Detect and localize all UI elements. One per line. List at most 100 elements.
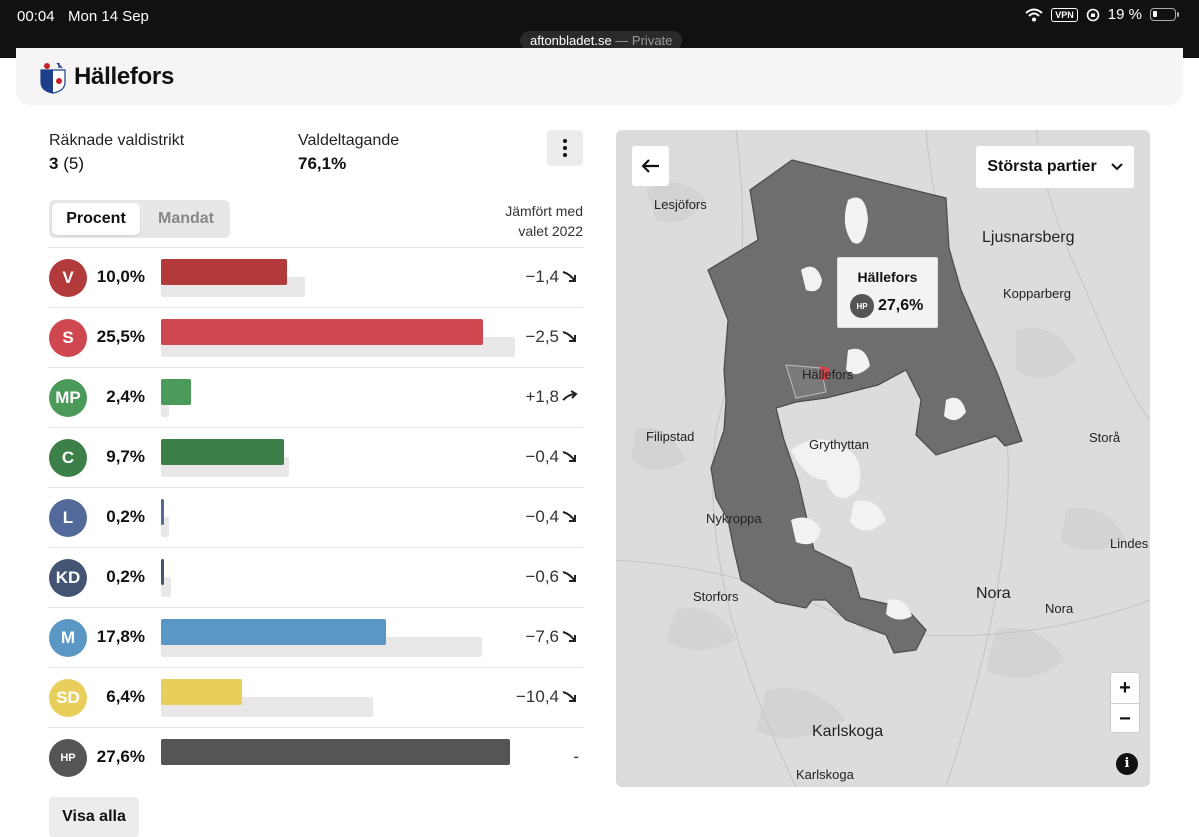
coat-of-arms-icon <box>40 62 66 94</box>
battery-icon <box>1150 8 1176 21</box>
party-badge: S <box>49 319 87 357</box>
party-percent: 9,7% <box>106 447 145 466</box>
zoom-controls: + − <box>1110 672 1140 733</box>
map-label-filipstad: Filipstad <box>646 429 695 444</box>
arrow-down-right-icon <box>562 511 576 522</box>
vpn-badge: VPN <box>1051 7 1078 22</box>
current-result-bar <box>161 439 284 465</box>
municipality-header <box>16 48 1183 105</box>
arrow-down-right-icon <box>562 691 576 702</box>
party-badge: KD <box>49 559 87 597</box>
map-label-lesjöfors: Lesjöfors <box>654 197 707 212</box>
previous-result-bar <box>161 397 169 417</box>
battery-percent: 19 % <box>1107 6 1142 23</box>
arrow-down-right-icon <box>562 331 576 342</box>
current-result-bar <box>161 739 510 765</box>
url-domain: aftonbladet.se <box>530 33 612 48</box>
map-background <box>616 130 1150 787</box>
turnout-label: Valdeltagande <box>298 132 400 149</box>
party-percent: 17,8% <box>96 627 145 646</box>
map-view-dropdown[interactable]: Största partier <box>976 146 1134 188</box>
party-badge: C <box>49 439 87 477</box>
party-percent: 0,2% <box>106 567 145 586</box>
change-value: - <box>573 747 579 766</box>
arrow-down-right-icon <box>562 571 576 582</box>
party-percent: 27,6% <box>96 747 145 766</box>
private-mode-label: — Private <box>615 33 673 48</box>
info-button[interactable]: i <box>1116 753 1138 775</box>
map-label-nora: Nora <box>976 585 1011 602</box>
zoom-out-button[interactable]: − <box>1119 708 1131 730</box>
tooltip-value: 27,6% <box>878 297 924 314</box>
zoom-in-button[interactable]: + <box>1119 677 1131 699</box>
municipality-shape <box>707 159 1023 654</box>
party-badge: SD <box>49 679 87 717</box>
map-label-storå: Storå <box>1089 430 1121 445</box>
party-percent: 10,0% <box>96 267 145 286</box>
current-result-bar <box>161 679 242 705</box>
party-row-c: C 9,7% −0,4 <box>49 427 583 487</box>
change-value: −0,4 <box>525 447 559 466</box>
url-bar[interactable]: aftonbladet.se — Private <box>520 31 683 50</box>
party-row-m: M 17,8% −7,6 <box>49 607 583 667</box>
map-label-lindes: Lindes <box>1110 536 1149 551</box>
tab-percent[interactable]: Procent <box>52 203 140 235</box>
show-all-button[interactable]: Visa alla <box>49 797 139 837</box>
turnout-value: 76,1% <box>298 154 347 173</box>
party-row-hp: HP 27,6% - <box>49 727 583 787</box>
party-results-list: V 10,0% −1,4 S 25,5% −2,5 MP 2,4% +1,8 C 9,7% −0,4 L… <box>49 247 583 787</box>
party-percent: 6,4% <box>106 687 145 706</box>
current-result-bar <box>161 559 164 585</box>
map-label-nora: Nora <box>1045 601 1074 616</box>
date: Mon 14 Sep <box>68 8 149 25</box>
party-row-s: S 25,5% −2,5 <box>49 307 583 367</box>
map-label-storfors: Storfors <box>693 589 739 604</box>
party-row-mp: MP 2,4% +1,8 <box>49 367 583 427</box>
current-result-bar <box>161 499 164 525</box>
map[interactable]: Största partier Lesjöfors Ljusnarsberg Kop… <box>616 130 1150 787</box>
arrow-down-right-icon <box>562 271 576 282</box>
map-label-nykroppa: Nykroppa <box>706 511 762 526</box>
change-value: +1,8 <box>525 387 559 406</box>
party-row-sd: SD 6,4% −10,4 <box>49 667 583 727</box>
party-row-v: V 10,0% −1,4 <box>49 247 583 307</box>
change-value: −1,4 <box>525 267 559 286</box>
party-percent: 25,5% <box>96 327 145 346</box>
more-icon <box>563 139 567 143</box>
wifi-icon <box>1025 8 1043 21</box>
clock: 00:04 <box>17 8 55 25</box>
party-percent: 2,4% <box>106 387 145 406</box>
party-row-l: L 0,2% −0,4 <box>49 487 583 547</box>
map-tooltip: Hällefors HP 27,6% <box>837 257 938 328</box>
orientation-lock-icon <box>1086 8 1100 21</box>
current-result-bar <box>161 379 192 405</box>
map-label-ljusnarsberg: Ljusnarsberg <box>982 229 1075 246</box>
previous-result-bar <box>161 577 172 597</box>
party-row-kd: KD 0,2% −0,6 <box>49 547 583 607</box>
districts-value: 3 (5) <box>49 154 84 174</box>
districts-label: Räknade valdistrikt <box>49 132 185 149</box>
party-percent: 0,2% <box>106 507 145 526</box>
party-badge: L <box>49 499 87 537</box>
page-title: Hällefors <box>74 63 175 90</box>
party-badge: V <box>49 259 87 297</box>
back-button[interactable] <box>632 146 669 186</box>
tooltip-party-badge: HP <box>850 294 874 318</box>
map-label-hällefors: Hällefors <box>802 367 854 382</box>
status-icons: VPN 19 % <box>1025 6 1179 23</box>
districts-total: (5) <box>63 154 84 173</box>
change-value: −2,5 <box>525 327 559 346</box>
change-value: −0,4 <box>525 507 559 526</box>
tooltip-title: Hällefors <box>857 269 918 285</box>
arrow-down-right-icon <box>562 451 576 462</box>
more-options-button[interactable] <box>547 130 583 166</box>
map-label-karlskoga: Karlskoga <box>812 723 884 740</box>
arrow-down-right-icon <box>562 631 576 642</box>
districts-counted: 3 <box>49 154 59 173</box>
arrow-up-right-icon <box>562 390 578 401</box>
party-badge: MP <box>49 379 87 417</box>
tab-seats[interactable]: Mandat <box>158 210 214 227</box>
chevron-down-icon <box>1110 163 1123 171</box>
arrow-left-icon <box>641 159 659 173</box>
change-value: −10,4 <box>515 687 559 706</box>
